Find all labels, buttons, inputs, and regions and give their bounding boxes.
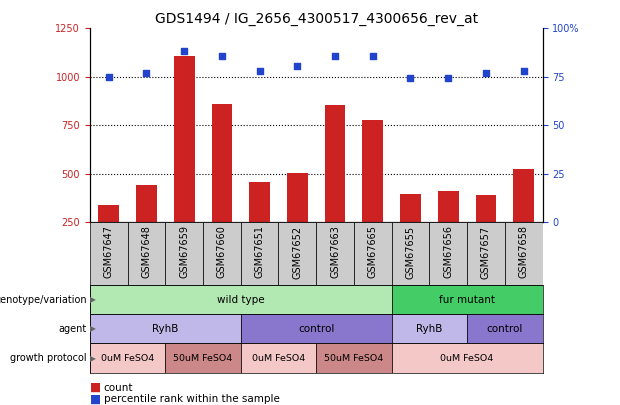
FancyBboxPatch shape — [392, 314, 467, 343]
FancyBboxPatch shape — [90, 343, 166, 373]
FancyBboxPatch shape — [166, 222, 203, 285]
FancyBboxPatch shape — [316, 343, 392, 373]
Bar — [438, 191, 459, 271]
Bar — [99, 205, 119, 271]
FancyBboxPatch shape — [128, 222, 166, 285]
Title: GDS1494 / IG_2656_4300517_4300656_rev_at: GDS1494 / IG_2656_4300517_4300656_rev_at — [154, 12, 478, 26]
Text: 0uM FeSO4: 0uM FeSO4 — [252, 354, 305, 362]
Text: genotype/variation: genotype/variation — [0, 295, 87, 305]
Text: 0uM FeSO4: 0uM FeSO4 — [101, 354, 154, 362]
FancyBboxPatch shape — [467, 222, 505, 285]
FancyBboxPatch shape — [505, 222, 542, 285]
Bar — [136, 185, 157, 271]
Text: GSM67657: GSM67657 — [481, 226, 491, 279]
Point — [330, 52, 340, 59]
FancyBboxPatch shape — [392, 285, 542, 314]
Point — [217, 52, 227, 59]
Text: fur mutant: fur mutant — [439, 295, 495, 305]
Bar — [249, 181, 270, 271]
Point — [179, 47, 189, 54]
FancyBboxPatch shape — [90, 285, 392, 314]
FancyBboxPatch shape — [354, 222, 392, 285]
Text: control: control — [487, 324, 523, 334]
Text: 0uM FeSO4: 0uM FeSO4 — [440, 354, 494, 362]
Text: GSM67651: GSM67651 — [255, 226, 265, 279]
Bar — [400, 194, 421, 271]
Point — [141, 70, 151, 76]
Text: ▶: ▶ — [90, 354, 95, 362]
Bar — [287, 173, 308, 271]
Text: count: count — [104, 383, 133, 392]
FancyBboxPatch shape — [467, 314, 542, 343]
Text: GSM67659: GSM67659 — [179, 226, 189, 279]
FancyBboxPatch shape — [392, 222, 429, 285]
Bar — [325, 105, 345, 271]
Text: GSM67648: GSM67648 — [141, 226, 151, 278]
Text: GSM67652: GSM67652 — [293, 226, 303, 279]
Point — [443, 75, 453, 81]
Text: wild type: wild type — [217, 295, 265, 305]
Point — [104, 74, 113, 80]
Bar — [363, 121, 383, 271]
Point — [519, 68, 529, 74]
Text: GSM67655: GSM67655 — [405, 226, 415, 279]
Point — [293, 63, 303, 69]
Bar — [476, 195, 496, 271]
Text: GSM67658: GSM67658 — [519, 226, 529, 279]
FancyBboxPatch shape — [278, 222, 316, 285]
Text: growth protocol: growth protocol — [10, 353, 87, 363]
Point — [368, 53, 378, 60]
FancyBboxPatch shape — [241, 314, 392, 343]
Text: GSM67660: GSM67660 — [217, 226, 227, 278]
Text: GSM67656: GSM67656 — [443, 226, 453, 279]
Text: ■: ■ — [90, 392, 101, 405]
Text: GSM67647: GSM67647 — [104, 226, 113, 279]
Text: 50uM FeSO4: 50uM FeSO4 — [174, 354, 232, 362]
Bar — [211, 104, 232, 271]
FancyBboxPatch shape — [429, 222, 467, 285]
Text: GSM67663: GSM67663 — [330, 226, 340, 278]
Text: RyhB: RyhB — [416, 324, 443, 334]
Bar — [513, 169, 534, 271]
Text: control: control — [298, 324, 334, 334]
FancyBboxPatch shape — [166, 343, 241, 373]
FancyBboxPatch shape — [203, 222, 241, 285]
FancyBboxPatch shape — [392, 343, 542, 373]
Point — [481, 70, 491, 76]
Point — [405, 75, 415, 81]
Text: percentile rank within the sample: percentile rank within the sample — [104, 394, 280, 404]
FancyBboxPatch shape — [90, 314, 241, 343]
Text: 50uM FeSO4: 50uM FeSO4 — [324, 354, 384, 362]
Text: ■: ■ — [90, 381, 101, 394]
Text: GSM67665: GSM67665 — [368, 226, 378, 279]
Bar — [174, 56, 195, 271]
FancyBboxPatch shape — [241, 222, 278, 285]
Text: ▶: ▶ — [90, 324, 95, 333]
Text: agent: agent — [58, 324, 87, 334]
FancyBboxPatch shape — [316, 222, 354, 285]
FancyBboxPatch shape — [241, 343, 316, 373]
Text: ▶: ▶ — [90, 295, 95, 304]
Text: RyhB: RyhB — [152, 324, 179, 334]
Point — [255, 68, 265, 74]
FancyBboxPatch shape — [90, 222, 128, 285]
